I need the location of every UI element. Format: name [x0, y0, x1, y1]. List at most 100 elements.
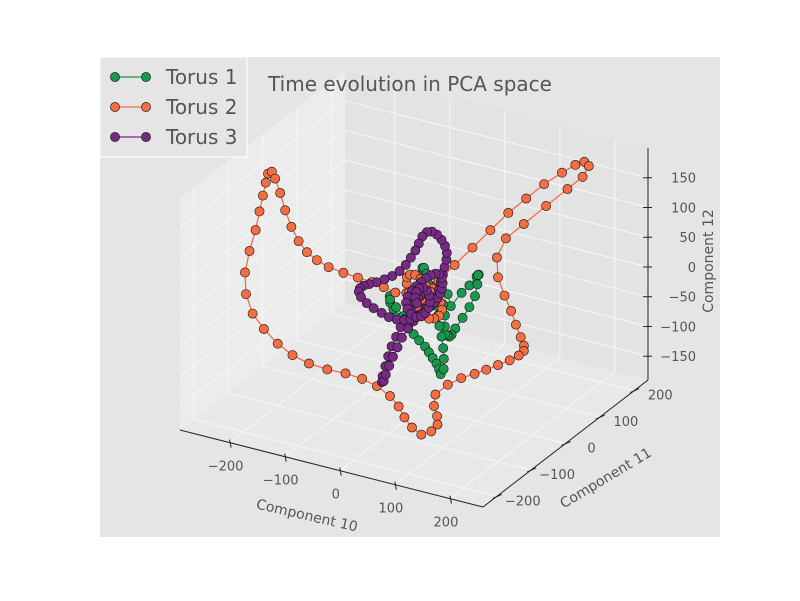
- data-point: [270, 173, 281, 184]
- data-point: [499, 290, 510, 301]
- z-tick-label: −50: [669, 291, 696, 306]
- data-point: [432, 411, 442, 422]
- legend-marker: [110, 132, 120, 142]
- data-point: [513, 350, 524, 361]
- data-point: [541, 201, 551, 211]
- z-tick-label: 0: [688, 261, 696, 276]
- data-point: [456, 373, 467, 383]
- data-point: [429, 401, 439, 411]
- data-point: [464, 280, 475, 291]
- data-point: [464, 302, 475, 312]
- data-point: [438, 353, 449, 364]
- y-tick-label: −200: [505, 494, 541, 509]
- gridlines: [179, 81, 649, 499]
- data-point: [323, 262, 334, 272]
- data-point: [506, 305, 516, 316]
- data-point: [430, 389, 441, 400]
- data-point: [521, 193, 532, 204]
- data-point: [473, 270, 483, 280]
- y-gridline: [227, 161, 532, 471]
- chart-title: Time evolution in PCA space: [267, 72, 552, 96]
- data-point: [485, 225, 496, 236]
- data-point: [301, 247, 312, 258]
- data-point: [368, 303, 379, 314]
- data-point: [467, 242, 478, 253]
- data-series: [240, 156, 594, 440]
- legend-entry: Torus 3: [110, 125, 237, 149]
- z-tick-label: 100: [671, 201, 696, 216]
- x-gridline: [284, 97, 451, 457]
- data-point: [562, 184, 573, 194]
- data-point: [434, 320, 445, 331]
- data-point: [503, 207, 514, 218]
- data-point: [352, 272, 363, 283]
- legend-entry: Torus 1: [110, 65, 237, 89]
- data-point: [457, 312, 468, 323]
- x-gridline: [339, 111, 506, 471]
- data-point: [407, 422, 417, 433]
- data-point: [254, 206, 265, 217]
- data-point: [472, 279, 483, 290]
- data-point: [436, 331, 447, 342]
- data-point: [500, 233, 511, 244]
- legend-marker: [141, 72, 151, 82]
- data-point: [577, 171, 588, 182]
- legend-entry: Torus 2: [110, 95, 237, 119]
- data-point: [405, 252, 416, 263]
- y-tick-mark: [492, 493, 502, 499]
- data-point: [247, 308, 258, 319]
- z-tick-label: −100: [660, 320, 696, 335]
- y-gridline: [330, 81, 635, 392]
- z-gridline: [179, 189, 649, 318]
- x-tick-mark: [339, 467, 342, 476]
- data-point: [583, 161, 594, 171]
- data-point: [257, 190, 268, 201]
- data-point: [260, 177, 271, 188]
- data-point: [481, 364, 492, 375]
- legend-marker: [110, 102, 120, 112]
- data-point: [414, 335, 424, 346]
- data-point: [557, 167, 567, 178]
- data-point: [469, 368, 480, 379]
- data-point: [416, 429, 427, 440]
- x-tick-mark: [229, 439, 232, 448]
- x-gridline: [394, 125, 561, 485]
- data-point: [376, 307, 387, 318]
- data-point: [384, 360, 395, 371]
- x-tick-label: 100: [378, 502, 403, 517]
- z-axis-label: Component 12: [701, 209, 717, 313]
- data-point: [392, 342, 403, 353]
- data-point: [396, 332, 407, 343]
- data-point: [493, 272, 503, 283]
- legend: Torus 1 Torus 2 Torus 3: [99, 56, 248, 158]
- x-tick-label: 200: [434, 516, 459, 531]
- data-point: [493, 360, 503, 370]
- data-point: [391, 302, 401, 313]
- data-point: [412, 298, 422, 309]
- data-point: [356, 292, 366, 302]
- data-point: [393, 401, 404, 412]
- data-point: [272, 338, 283, 349]
- data-point: [244, 246, 255, 256]
- z-tick-label: 150: [671, 172, 696, 187]
- data-point: [240, 267, 250, 278]
- y-tick-label: −100: [539, 468, 575, 483]
- data-point: [311, 255, 322, 265]
- data-point: [511, 319, 521, 330]
- data-point: [426, 426, 437, 437]
- x-tick-mark: [394, 481, 397, 490]
- y-tick-mark: [526, 467, 537, 473]
- data-point: [518, 219, 529, 229]
- data-point: [515, 332, 526, 342]
- data-point: [275, 188, 286, 198]
- data-point: [280, 205, 291, 216]
- legend-marker: [141, 102, 151, 112]
- data-point: [357, 373, 367, 384]
- z-tick-label: −150: [660, 350, 696, 365]
- z-gridline: [179, 278, 649, 407]
- legend-marker: [110, 72, 120, 82]
- data-point: [403, 323, 413, 334]
- data-point: [456, 287, 467, 298]
- x-tick-label: −200: [208, 460, 244, 475]
